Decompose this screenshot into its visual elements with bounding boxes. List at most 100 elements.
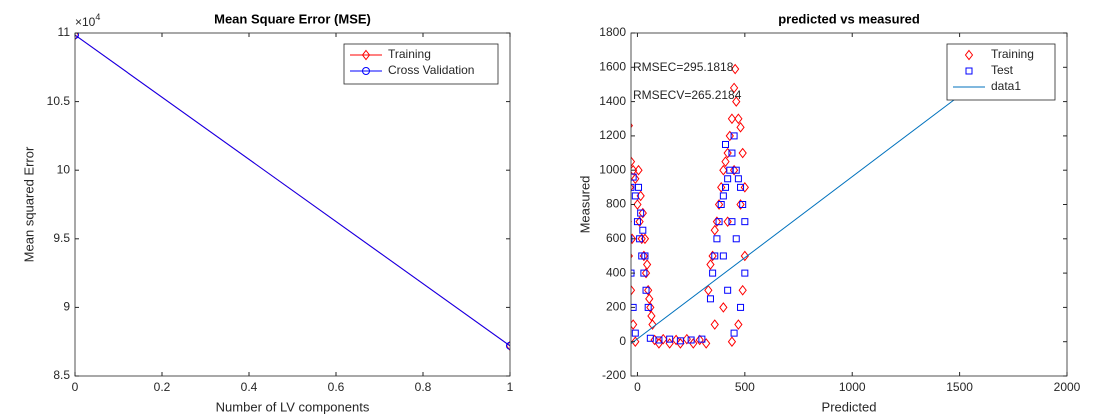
marker bbox=[631, 183, 635, 191]
marker bbox=[647, 310, 656, 322]
chart-title: predicted vs measured bbox=[778, 11, 920, 26]
marker bbox=[728, 218, 736, 226]
marker bbox=[717, 201, 725, 208]
marker bbox=[737, 303, 745, 311]
marker bbox=[724, 175, 732, 183]
y-tick-label: 600 bbox=[606, 231, 626, 245]
marker bbox=[631, 173, 640, 185]
marker bbox=[631, 164, 638, 176]
x-tick-label: 0.2 bbox=[154, 380, 171, 394]
marker bbox=[689, 338, 698, 349]
marker bbox=[741, 218, 749, 226]
y-tick-label: 1800 bbox=[599, 25, 626, 39]
marker bbox=[631, 303, 637, 311]
marker bbox=[719, 164, 728, 176]
marker bbox=[722, 183, 730, 191]
y-tick-label: 0 bbox=[619, 334, 626, 348]
x-tick-label: 0 bbox=[634, 380, 641, 394]
marker bbox=[734, 175, 742, 183]
marker bbox=[635, 183, 643, 191]
marker bbox=[722, 140, 730, 148]
marker bbox=[638, 207, 647, 219]
marker bbox=[714, 199, 724, 210]
marker bbox=[659, 333, 668, 345]
marker bbox=[706, 259, 715, 270]
marker bbox=[732, 96, 741, 107]
legend-label: data1 bbox=[991, 79, 1021, 93]
x-tick-label: 1 bbox=[507, 380, 514, 394]
y-tick-label: 1400 bbox=[599, 94, 626, 108]
marker bbox=[736, 199, 745, 210]
marker bbox=[634, 164, 643, 176]
marker bbox=[641, 252, 649, 260]
marker bbox=[719, 302, 728, 313]
marker bbox=[709, 269, 717, 277]
marker bbox=[711, 252, 719, 260]
marker bbox=[723, 216, 732, 227]
marker bbox=[719, 252, 727, 260]
marker bbox=[723, 147, 732, 159]
marker bbox=[724, 286, 732, 294]
legend-label: Cross Validation bbox=[388, 63, 474, 77]
marker bbox=[637, 233, 646, 245]
marker bbox=[739, 201, 747, 208]
x-axis-label: Predicted bbox=[822, 399, 877, 414]
marker bbox=[644, 284, 653, 296]
exponent-base: ×10 bbox=[75, 15, 96, 29]
y-tick-label: 9 bbox=[63, 300, 70, 314]
marker bbox=[734, 113, 743, 125]
data-layer bbox=[75, 33, 510, 352]
legend-marker bbox=[964, 49, 974, 61]
plot-area bbox=[75, 33, 510, 376]
y-tick-label: 1000 bbox=[599, 162, 626, 176]
marker bbox=[676, 338, 685, 349]
x-tick-label: 0 bbox=[72, 380, 79, 394]
marker bbox=[721, 156, 730, 167]
marker bbox=[631, 319, 638, 330]
marker bbox=[682, 333, 691, 345]
marker bbox=[710, 319, 719, 330]
exponent-power: 4 bbox=[95, 12, 100, 22]
marker bbox=[738, 147, 747, 159]
marker bbox=[725, 130, 734, 142]
marker bbox=[719, 192, 727, 200]
marker bbox=[713, 235, 721, 243]
marker bbox=[631, 220, 632, 223]
legend-label: Test bbox=[991, 63, 1014, 77]
marker bbox=[645, 293, 654, 305]
marker bbox=[671, 334, 681, 346]
marker bbox=[644, 303, 652, 311]
marker bbox=[715, 218, 723, 226]
legend-box bbox=[946, 43, 1056, 101]
marker bbox=[730, 132, 738, 140]
x-tick-label: 500 bbox=[735, 380, 755, 394]
marker bbox=[633, 218, 641, 226]
legend-box bbox=[343, 43, 499, 85]
marker bbox=[639, 226, 647, 234]
marker bbox=[717, 182, 726, 193]
y-tick-label: 10 bbox=[57, 162, 71, 176]
marker bbox=[655, 336, 663, 344]
series-line bbox=[75, 34, 510, 347]
marker bbox=[728, 149, 736, 157]
legend-marker bbox=[965, 67, 973, 75]
marker bbox=[631, 284, 636, 296]
marker bbox=[710, 224, 719, 236]
marker bbox=[740, 182, 749, 193]
marker bbox=[631, 233, 637, 245]
chart-title: Mean Square Error (MSE) bbox=[214, 11, 371, 26]
marker bbox=[75, 33, 79, 40]
marker bbox=[646, 334, 654, 342]
marker bbox=[729, 82, 739, 94]
x-tick-label: 1000 bbox=[839, 380, 866, 394]
marker bbox=[729, 164, 739, 176]
y-tick-label: 800 bbox=[606, 197, 626, 211]
marker bbox=[736, 122, 745, 133]
legend-marker bbox=[362, 67, 370, 75]
marker bbox=[648, 319, 657, 330]
y-tick-label: 9.5 bbox=[53, 231, 70, 245]
legend-marker bbox=[361, 49, 371, 61]
axes: 0 0.2 0.4 0.6 0.8 1 8.5 9 9.5 10 10.5 11 Mean Square… bbox=[21, 11, 513, 414]
marker bbox=[676, 337, 684, 345]
